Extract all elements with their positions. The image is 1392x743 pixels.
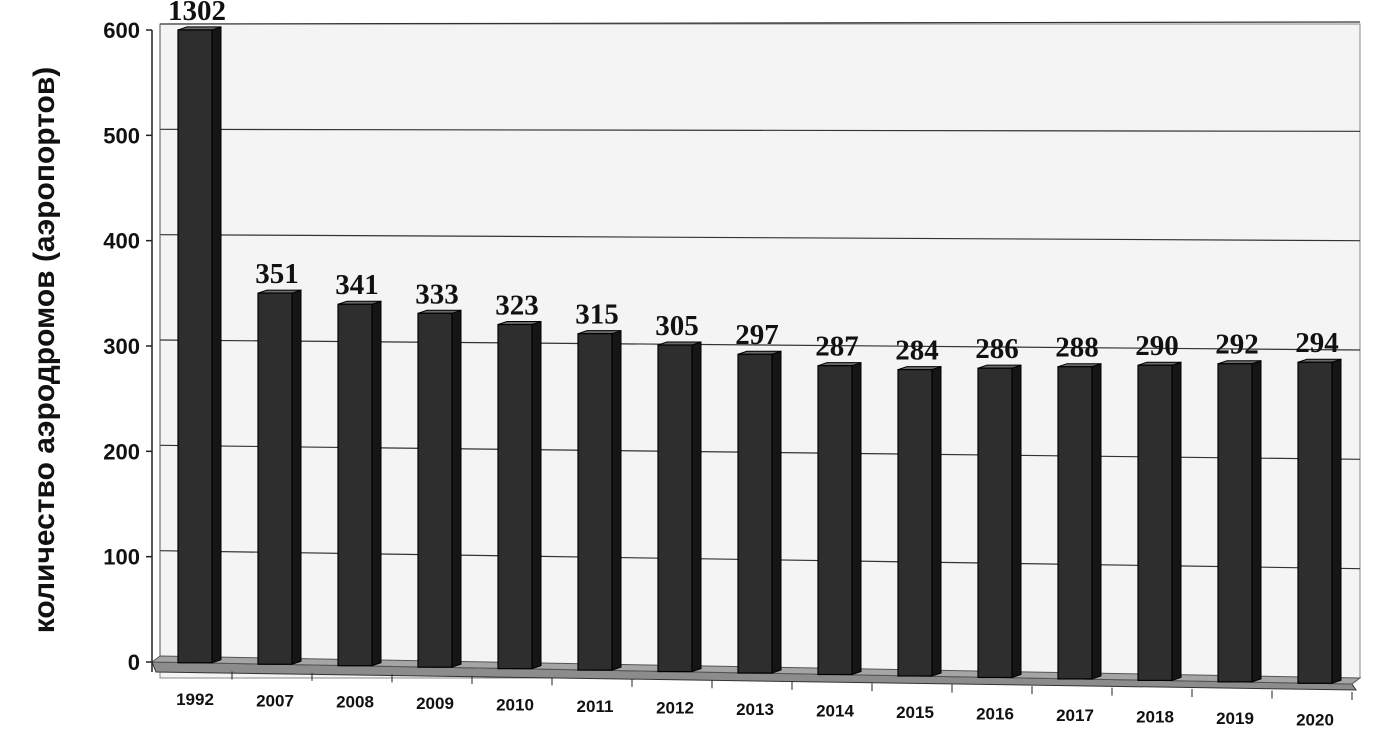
x-tick-label: 2013 (736, 700, 774, 719)
bar-front (1297, 361, 1333, 684)
x-tick-label: 2008 (336, 693, 374, 712)
data-label: 351 (255, 258, 299, 290)
data-label: 284 (895, 335, 939, 367)
bars (177, 26, 1342, 685)
bar-side (771, 350, 782, 674)
y-tick-label: 600 (103, 18, 140, 43)
bar-side (211, 26, 222, 664)
data-label: 1302 (168, 0, 226, 27)
bar (737, 350, 782, 674)
x-tick-label: 2014 (816, 702, 854, 721)
bar-side (1011, 364, 1022, 679)
y-tick-label: 300 (103, 334, 140, 359)
x-tick-label: 2015 (896, 703, 934, 722)
x-tick-labels: 1992 2007 2008 2009 2010 2011 2012 2013 2014 2015… (176, 690, 1334, 730)
bar-front (657, 344, 693, 673)
bar (177, 26, 222, 664)
bar-front (577, 333, 613, 671)
bar-side (1251, 360, 1262, 683)
bar-front (257, 292, 293, 665)
data-label: 294 (1295, 327, 1339, 359)
y-tick-label: 200 (103, 439, 140, 464)
bar-front (977, 367, 1013, 679)
bar (1057, 363, 1102, 680)
bar-side (851, 361, 862, 676)
x-tick-label: 1992 (176, 690, 214, 709)
bar-side (1171, 361, 1182, 682)
data-label: 323 (495, 290, 539, 322)
bar-side (611, 329, 622, 671)
bar-side (691, 341, 702, 673)
bar-side (451, 309, 462, 668)
data-label: 286 (975, 333, 1019, 365)
bar-front (817, 365, 853, 676)
bar (817, 361, 862, 676)
bar (577, 329, 622, 671)
bar (1217, 360, 1262, 683)
bar-front (1137, 364, 1173, 681)
x-tick-label: 2019 (1216, 709, 1254, 728)
y-tick-labels: 0 100 200 300 400 500 600 (103, 18, 140, 675)
bar (1137, 361, 1182, 682)
data-label: 305 (655, 310, 699, 342)
x-tick-label: 2010 (496, 696, 534, 715)
bar-side (1091, 363, 1102, 680)
data-label: 333 (415, 278, 459, 310)
gridline (159, 128, 1361, 132)
bar-side (931, 365, 942, 677)
y-tick-label: 500 (103, 123, 140, 148)
gridline (159, 234, 1361, 242)
bar (657, 341, 702, 673)
bar-front (897, 369, 933, 677)
gridline (159, 21, 1361, 25)
bar-front (497, 323, 533, 670)
y-axis-label: количество аэродромов (аэропортов) (28, 67, 61, 634)
data-label: 315 (575, 299, 619, 331)
data-label: 288 (1055, 332, 1099, 364)
bar-side (371, 300, 382, 667)
data-labels: 1302 351 341 333 323 315 305 297 287 284 286 288 290… (168, 0, 1339, 367)
bar-front (1057, 366, 1093, 680)
bar-front (177, 29, 213, 664)
bar (497, 320, 542, 670)
x-tick-label: 2009 (416, 694, 454, 713)
bar (257, 289, 302, 665)
bar (417, 309, 462, 668)
bar (1297, 358, 1342, 685)
axes (146, 24, 1353, 700)
x-tick-label: 2017 (1056, 706, 1094, 725)
data-label: 297 (735, 319, 779, 351)
x-tick-label: 2018 (1136, 707, 1174, 726)
x-tick-label: 2020 (1296, 710, 1334, 729)
bar-front (417, 312, 453, 668)
bar-side (1331, 358, 1342, 685)
data-label: 341 (335, 269, 379, 301)
bar-side (531, 320, 542, 670)
x-tick-label: 2011 (577, 697, 614, 716)
y-tick-label: 0 (128, 650, 140, 675)
bar (337, 300, 382, 667)
x-tick-label: 2007 (256, 691, 294, 710)
y-tick-label: 400 (103, 229, 140, 254)
data-label: 287 (815, 331, 859, 363)
bar-front (1217, 363, 1253, 683)
bar-side (291, 289, 302, 665)
x-tick-label: 2012 (656, 699, 694, 718)
data-label: 290 (1135, 330, 1179, 362)
bar-front (337, 303, 373, 667)
bar-front (737, 353, 773, 674)
x-tick-label: 2016 (976, 704, 1014, 723)
bar (897, 365, 942, 677)
bar (977, 364, 1022, 679)
y-tick-label: 100 (103, 545, 140, 570)
data-label: 292 (1215, 329, 1259, 361)
